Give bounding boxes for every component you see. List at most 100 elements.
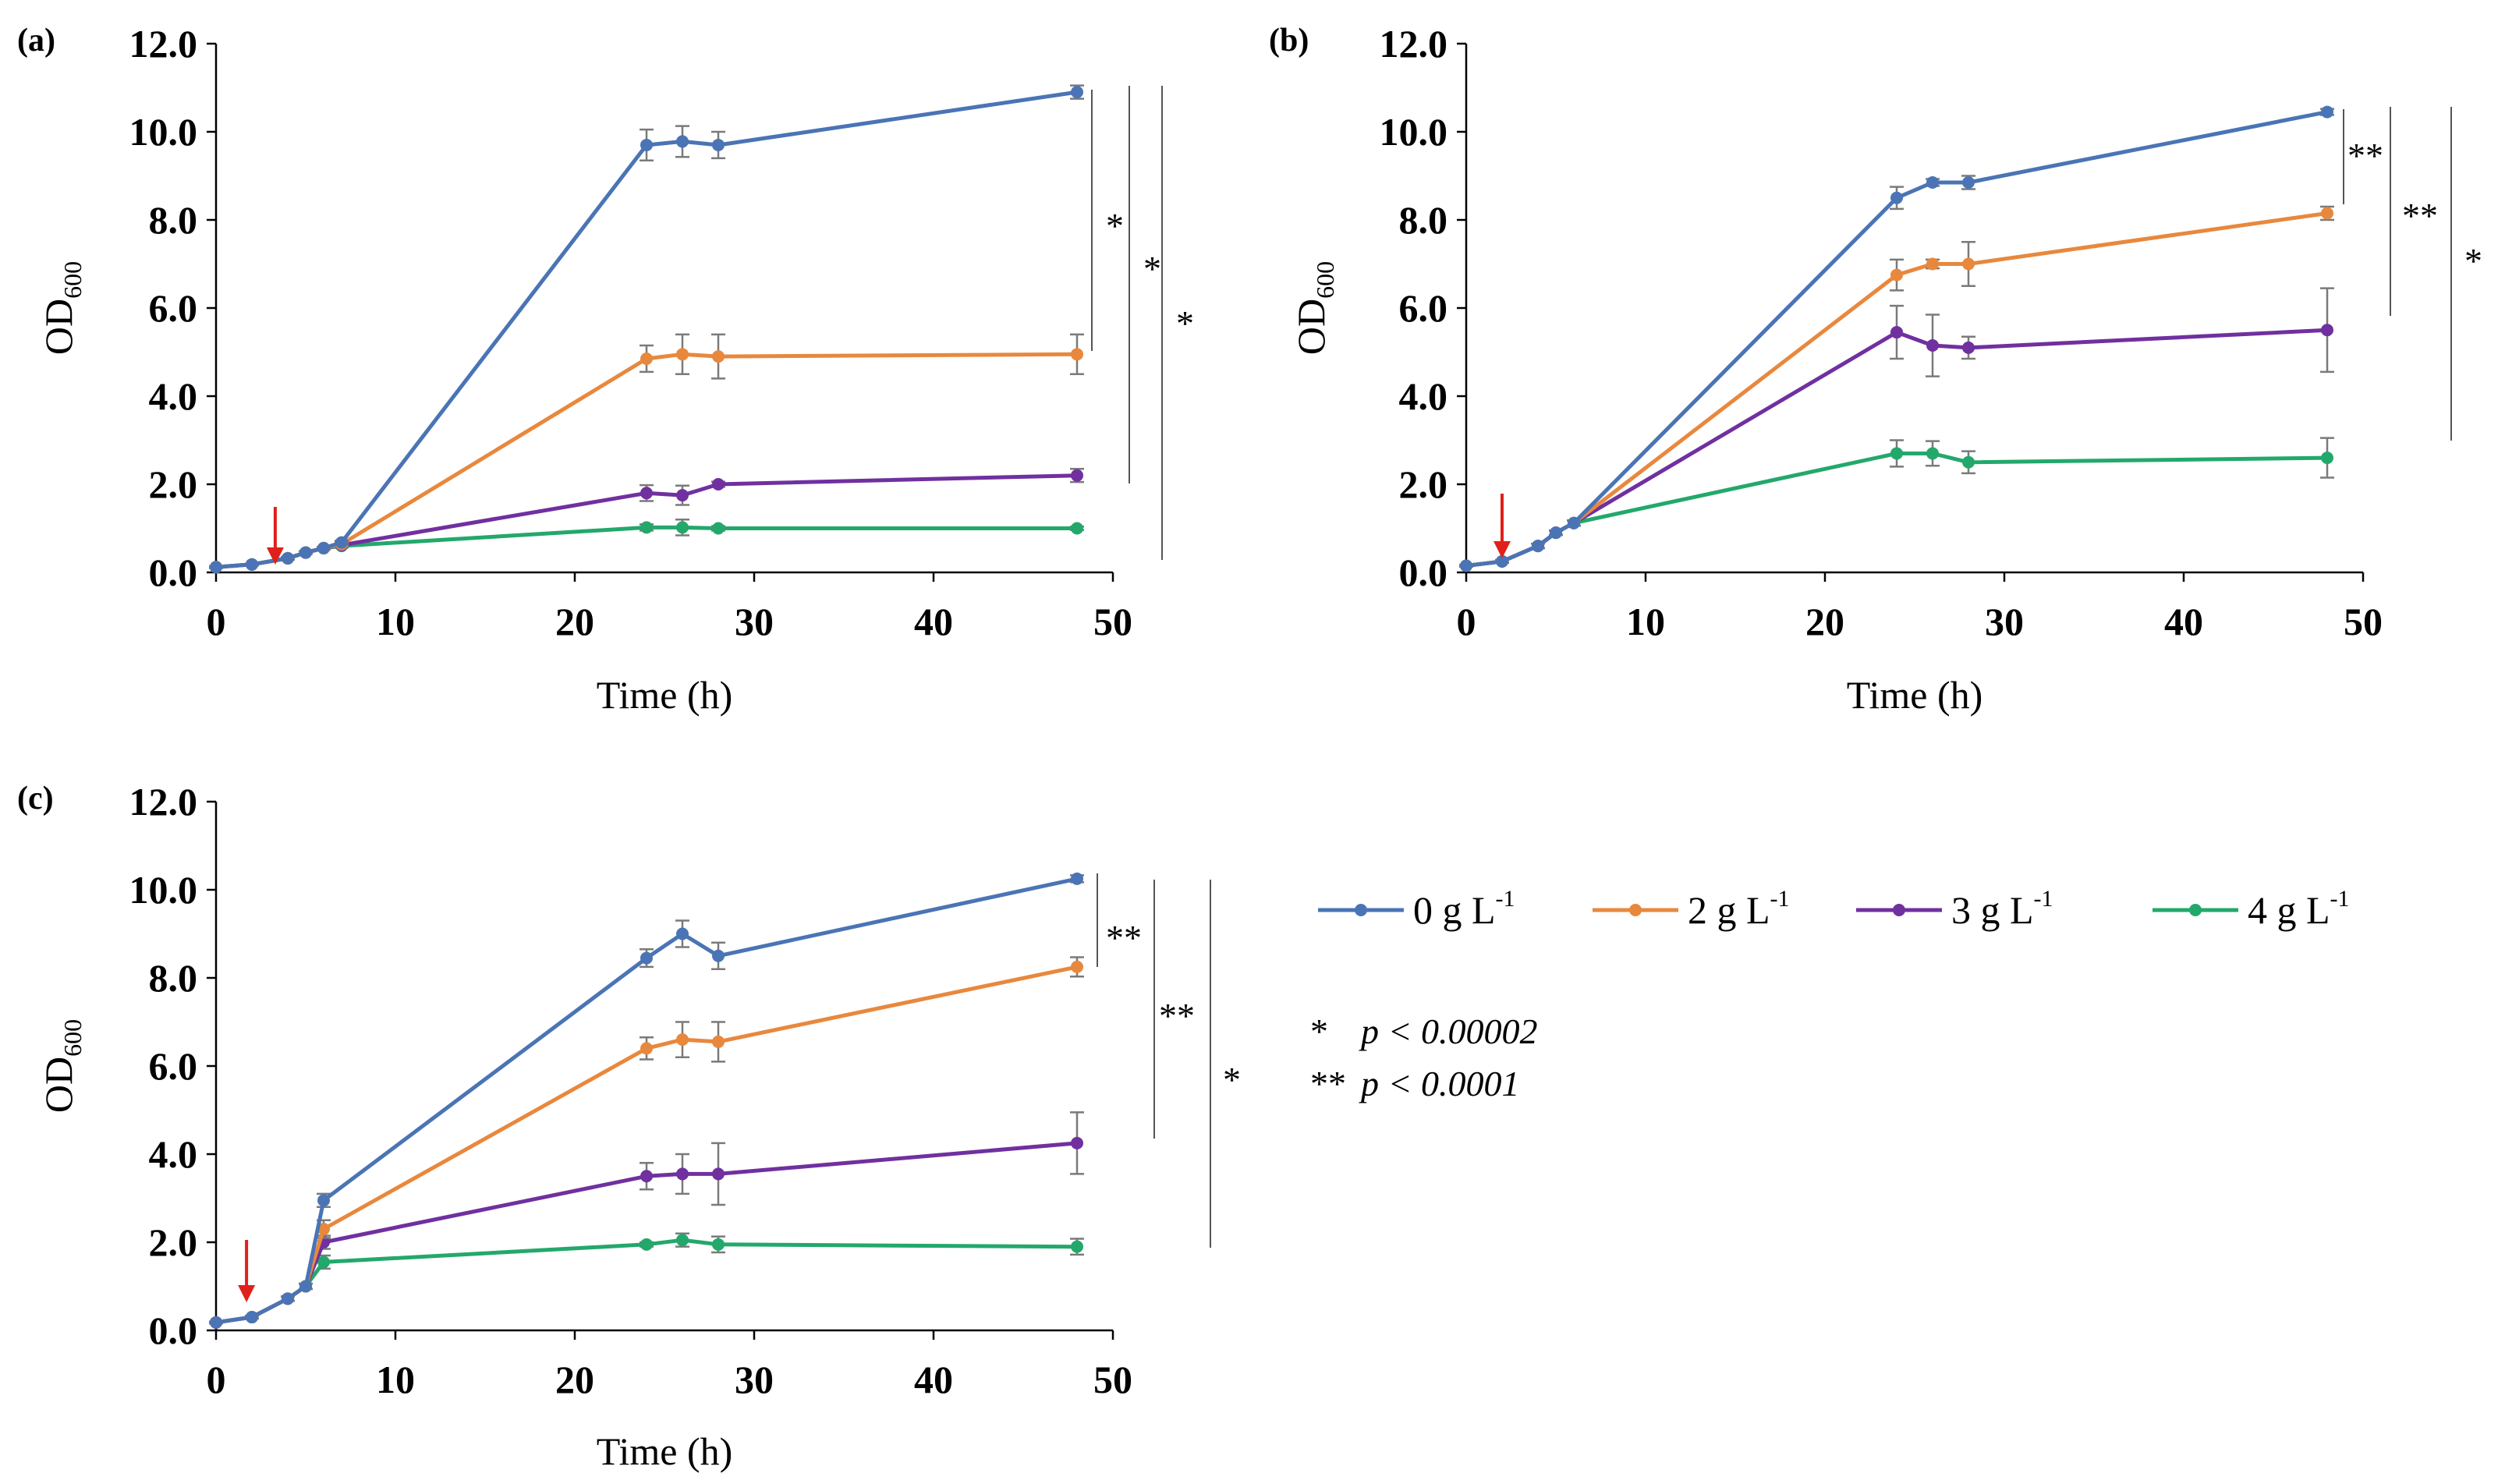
- arrow-head-2: [238, 1285, 256, 1302]
- y-axis-title-0: OD600: [37, 261, 87, 355]
- data-point-2-0-6: [676, 927, 689, 940]
- legend-item-1: 2 g L-1: [1593, 886, 1790, 932]
- data-point-1-0-1: [1496, 554, 1508, 568]
- panel-label-0: (a): [17, 23, 55, 58]
- data-point-1-3-6: [1926, 447, 1939, 460]
- data-point-2-0-3: [299, 1280, 312, 1293]
- data-point-2-2-8: [1071, 1136, 1083, 1149]
- series-line-2-1: [215, 965, 1078, 1325]
- panel-2: (c) 0.0 2.0 4.0 6.0 8.0 10.0 12.0 0 10 20 30 40 50 Tim…: [17, 780, 1241, 1473]
- significance-label-2-1: **: [1159, 996, 1195, 1036]
- chart-legend: 0 g L-1 2 g L-1 3 g L-1 4 g L-1: [1318, 886, 2350, 932]
- series-1-2: [1459, 287, 2334, 572]
- significance-text-double: p < 0.0001: [1359, 1064, 1520, 1103]
- significance-label-1-0: **: [2347, 136, 2383, 175]
- significance-key-row-0: * p < 0.00002: [1310, 1011, 1538, 1051]
- legend-item-2: 3 g L-1: [1856, 886, 2053, 932]
- data-point-2-3-6: [676, 1234, 689, 1247]
- series-line-2-3: [215, 1238, 1078, 1325]
- data-point-2-3-4: [317, 1256, 330, 1269]
- significance-label-0-2: *: [1176, 303, 1194, 343]
- significance-label-1-1: **: [2402, 196, 2438, 236]
- x-tick-label-1-1: 10: [1626, 600, 1665, 643]
- legend-label-3: 4 g L-1: [2248, 886, 2350, 932]
- y-tick-label-1-3: 6.0: [1399, 286, 1448, 330]
- y-tick-label-0-5: 10.0: [129, 110, 198, 154]
- data-point-1-0-8: [2321, 105, 2333, 119]
- arrow-head-1: [1493, 541, 1511, 558]
- legend-marker-3: [2189, 904, 2202, 916]
- data-point-1-0-5: [1890, 191, 1903, 204]
- y-tick-label-2-6: 12.0: [129, 780, 198, 823]
- significance-label-0-0: *: [1106, 206, 1124, 246]
- data-point-2-3-8: [1071, 1240, 1083, 1253]
- panel-1: (b) 0.0 2.0 4.0 6.0 8.0 10.0 12.0 0 10 20 30 40 50 Tim…: [1269, 22, 2482, 717]
- data-point-1-3-7: [1962, 455, 1975, 469]
- data-point-0-1-7: [676, 348, 689, 361]
- y-tick-label-2-3: 6.0: [149, 1044, 198, 1088]
- y-tick-label-2-2: 4.0: [149, 1132, 198, 1176]
- x-tick-label-1-0: 0: [1457, 600, 1476, 643]
- data-point-2-0-1: [246, 1311, 258, 1324]
- data-point-2-3-7: [712, 1238, 725, 1251]
- data-point-2-1-4: [317, 1223, 330, 1236]
- significance-key-row-1: ** p < 0.0001: [1310, 1064, 1520, 1103]
- significance-label-2-2: *: [1223, 1060, 1241, 1100]
- significance-key: * p < 0.00002 ** p < 0.0001: [1310, 1011, 1538, 1103]
- series-line-2-0: [215, 877, 1078, 1325]
- data-point-0-2-6: [640, 487, 653, 500]
- y-axis-title-2: OD600: [37, 1019, 87, 1113]
- data-point-1-3-5: [1890, 447, 1903, 460]
- data-point-2-3-5: [640, 1238, 653, 1251]
- y-tick-label-0-1: 2.0: [149, 462, 198, 506]
- data-point-2-1-7: [712, 1035, 725, 1048]
- data-point-0-0-2: [282, 551, 294, 565]
- data-point-0-2-8: [712, 478, 725, 491]
- x-tick-label-1-2: 20: [1805, 600, 1844, 643]
- x-tick-label-2-4: 40: [914, 1358, 953, 1401]
- y-tick-label-2-5: 10.0: [129, 868, 198, 912]
- data-point-0-0-9: [1071, 86, 1083, 99]
- x-tick-label-1-4: 40: [2164, 600, 2203, 643]
- x-tick-label-1-3: 30: [1985, 600, 2024, 643]
- x-axis-title-1: Time (h): [1847, 673, 1983, 717]
- x-tick-label-2-1: 10: [376, 1358, 415, 1401]
- legend-item-3: 4 g L-1: [2153, 886, 2350, 932]
- y-tick-label-2-1: 2.0: [149, 1220, 198, 1264]
- y-tick-label-0-3: 6.0: [149, 286, 198, 330]
- series-1-0: [1459, 105, 2334, 572]
- significance-label-0-1: *: [1143, 249, 1161, 289]
- data-point-0-0-7: [676, 135, 689, 148]
- series-2-3: [209, 1232, 1084, 1329]
- data-point-0-0-6: [640, 138, 653, 151]
- y-tick-label-1-2: 4.0: [1399, 374, 1448, 418]
- data-point-2-0-7: [712, 949, 725, 962]
- data-point-1-2-7: [1962, 341, 1975, 354]
- x-tick-label-0-1: 10: [376, 600, 415, 643]
- data-point-0-3-6: [640, 521, 653, 534]
- x-tick-label-1-5: 50: [2344, 600, 2383, 643]
- series-line-0-0: [215, 90, 1078, 569]
- data-point-0-0-0: [210, 561, 222, 574]
- y-tick-label-0-4: 8.0: [149, 198, 198, 242]
- series-0-0: [209, 84, 1084, 574]
- legend-label-2: 3 g L-1: [1951, 886, 2053, 932]
- chart-panels: (a) 0.0 2.0 4.0 6.0 8.0 10.0 12.0 0 10 20 30 40 50 Tim…: [17, 22, 2482, 1473]
- inducer-arrow-2: [238, 1240, 256, 1302]
- legend-label-0: 0 g L-1: [1413, 886, 1515, 932]
- data-point-1-0-0: [1460, 559, 1472, 572]
- legend-marker-0: [1355, 904, 1367, 916]
- data-point-2-0-2: [282, 1292, 294, 1305]
- data-point-0-0-4: [317, 541, 330, 554]
- significance-label-2-0: **: [1106, 918, 1142, 958]
- data-point-0-1-8: [712, 350, 725, 363]
- data-point-0-3-7: [676, 521, 689, 534]
- panel-label-1: (b): [1269, 23, 1309, 58]
- x-tick-label-0-0: 0: [207, 600, 226, 643]
- data-point-0-2-9: [1071, 469, 1083, 482]
- legend-item-0: 0 g L-1: [1318, 886, 1515, 932]
- significance-symbol-double: **: [1310, 1064, 1346, 1103]
- data-point-1-1-6: [1926, 257, 1939, 271]
- data-point-1-1-7: [1962, 257, 1975, 271]
